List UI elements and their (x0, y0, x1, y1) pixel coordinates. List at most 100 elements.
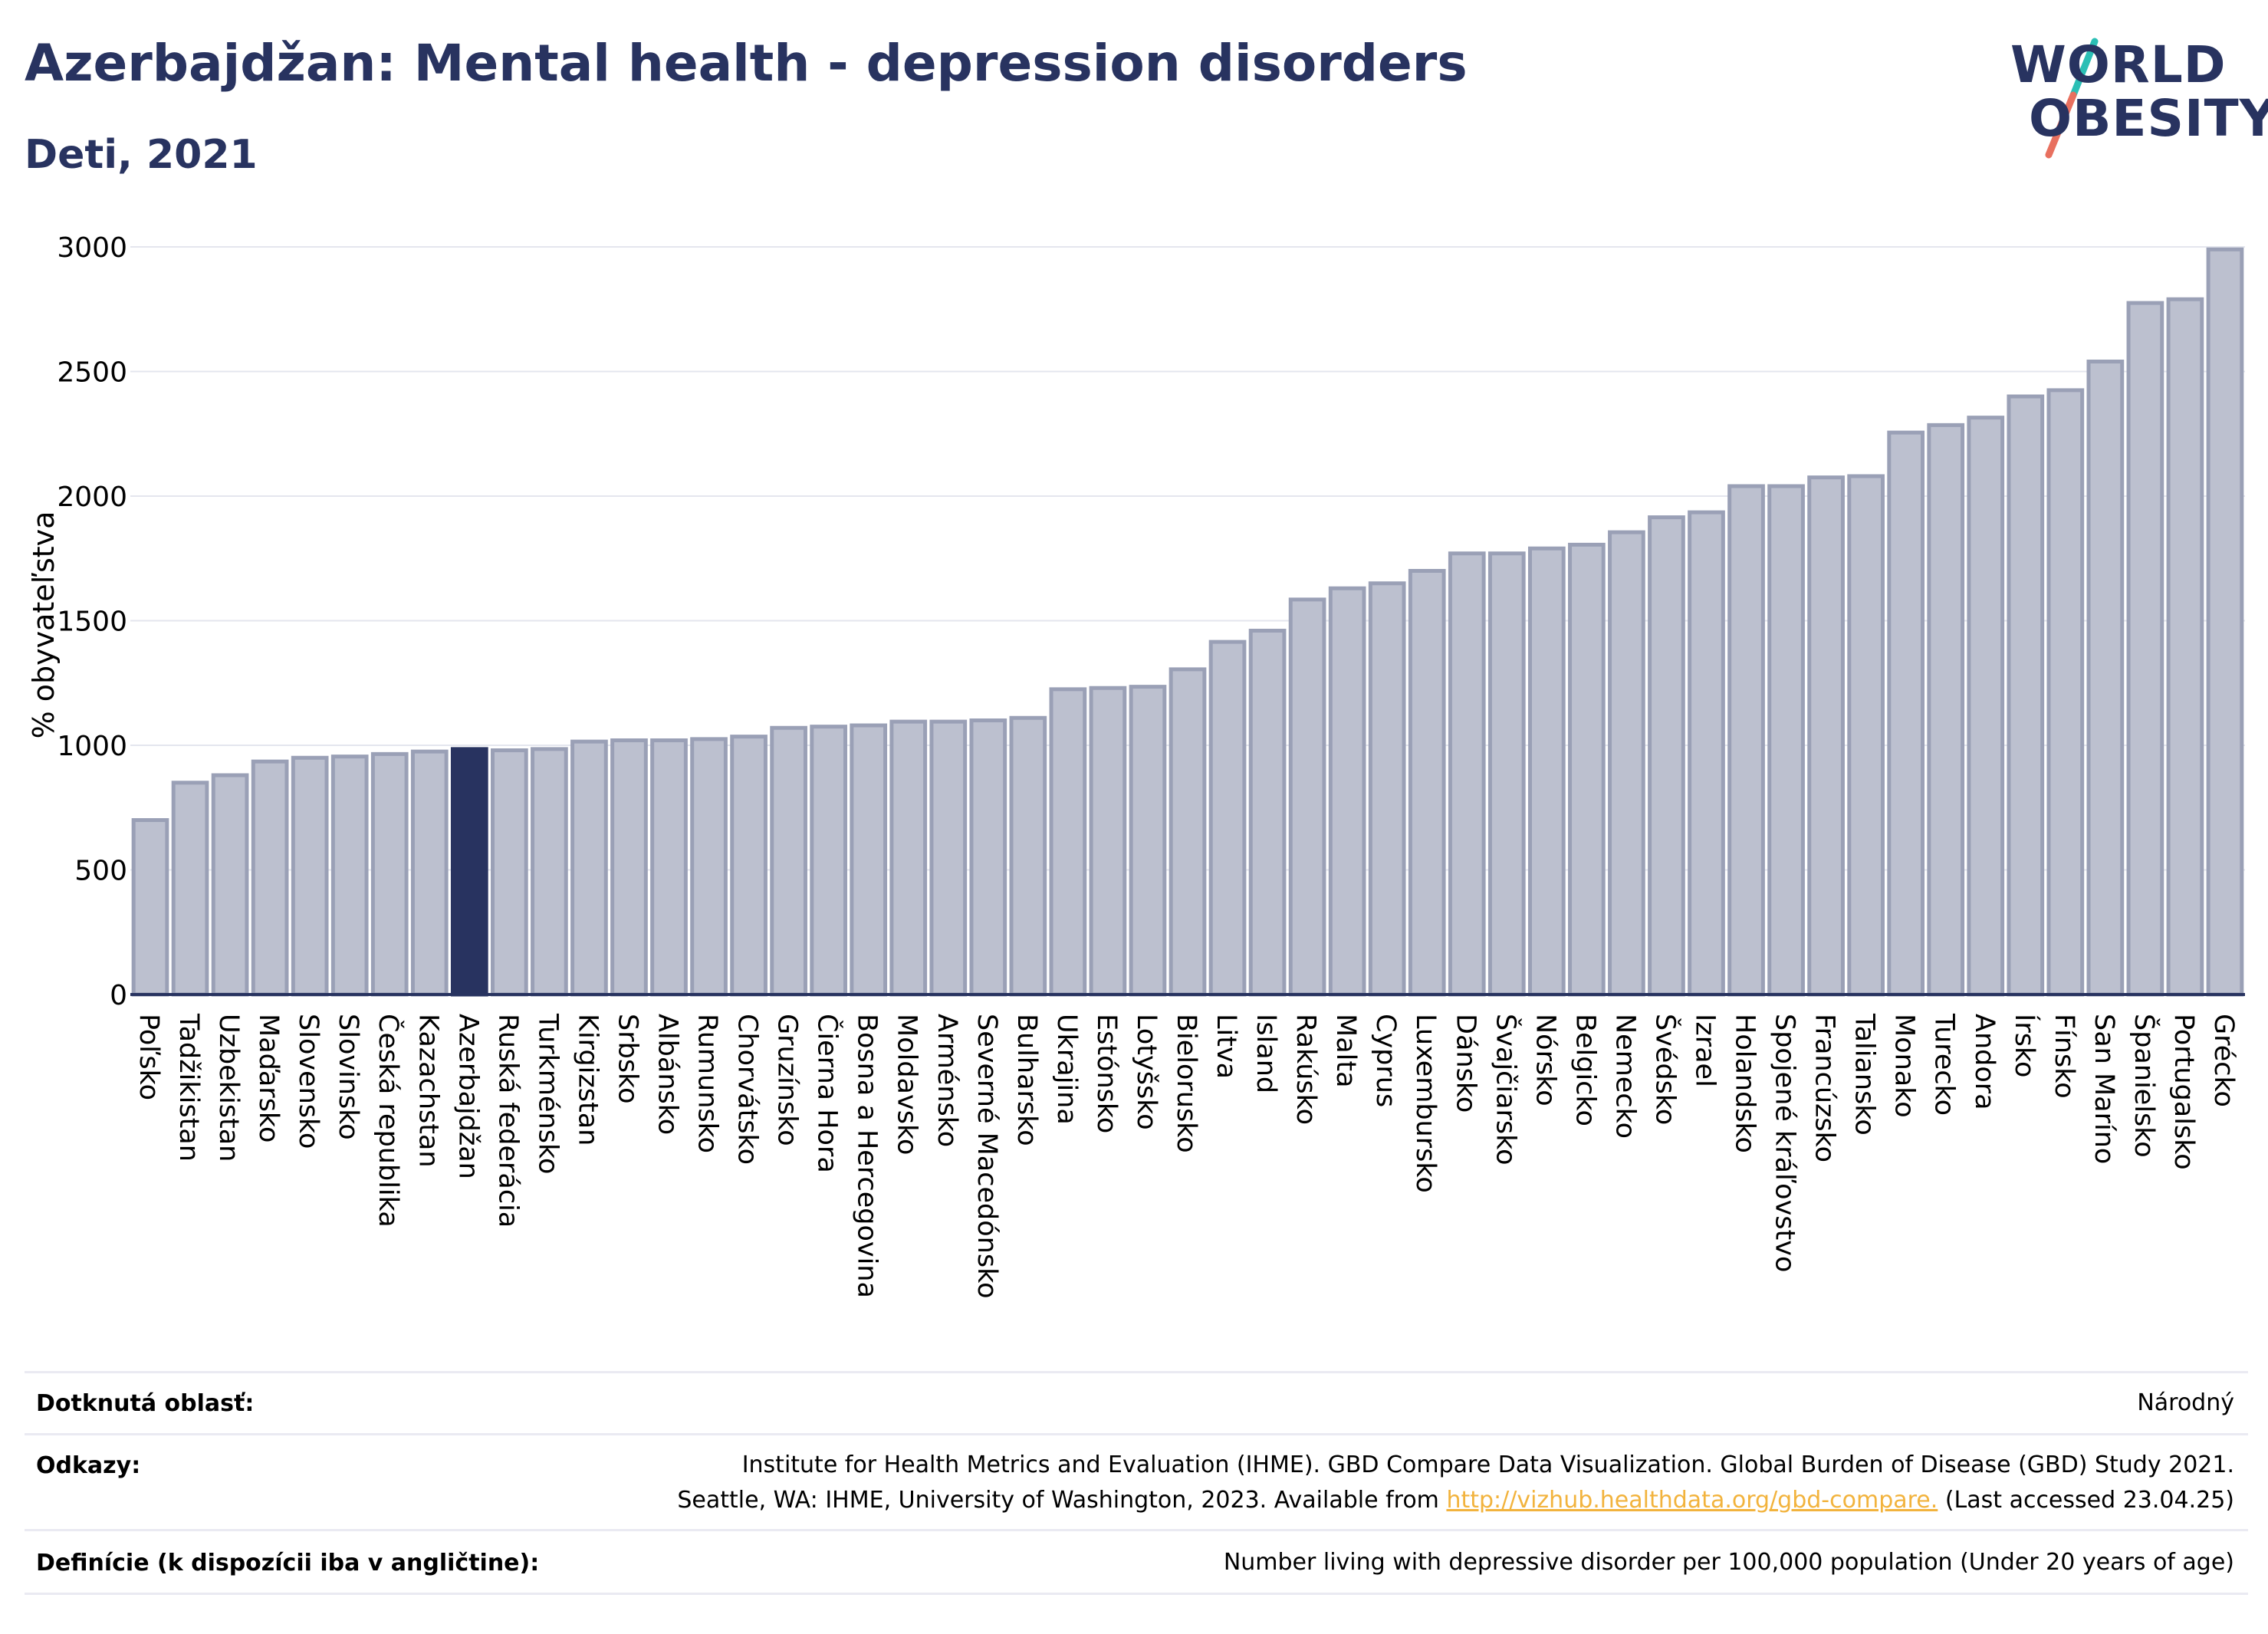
footer-value-references: Institute for Health Metrics and Evaluat… (677, 1448, 2234, 1518)
bar (889, 719, 928, 997)
y-tick-label: 1500 (57, 607, 127, 638)
footer-row-references: Odkazy: Institute for Health Metrics and… (25, 1433, 2248, 1529)
x-tick-label: Chorvátsko (732, 1014, 763, 1165)
x-tick-label: Nemecko (1609, 1014, 1640, 1139)
x-tick-label: Izrael (1689, 1014, 1720, 1087)
x-tick-label: Turkménsko (532, 1013, 563, 1174)
y-tick-label: 3000 (57, 232, 127, 264)
x-tick-label: Holandsko (1730, 1014, 1760, 1153)
bar (2007, 394, 2045, 997)
bar (1608, 530, 1645, 997)
x-tick-label: Čierna Hora (812, 1014, 844, 1173)
bar (1009, 715, 1047, 997)
bar (531, 747, 568, 997)
x-tick-label: Moldavsko (892, 1014, 922, 1155)
bar (291, 755, 329, 997)
bar (370, 751, 409, 997)
bar (1448, 551, 1486, 997)
logo-slash-icon (2045, 38, 2099, 159)
bar (570, 739, 608, 997)
bar (2046, 388, 2085, 997)
bar (2126, 301, 2164, 997)
bar (810, 725, 848, 997)
reference-line-2-suffix: (Last accessed 23.04.25) (1938, 1487, 2234, 1514)
bar (1887, 430, 1925, 997)
footer-label-area: Dotknutá oblasť: (36, 1390, 255, 1417)
reference-line-2: Seattle, WA: IHME, University of Washing… (677, 1483, 2234, 1518)
x-tick-label: Grécko (2208, 1014, 2239, 1107)
x-tick-label: Turecko (1929, 1013, 1960, 1116)
bar (1169, 667, 1207, 997)
y-tick-label: 1000 (57, 731, 127, 762)
x-tick-label: Monako (1889, 1014, 1920, 1118)
x-tick-label: Cyprus (1370, 1014, 1401, 1107)
x-tick-label: Tadžikistan (173, 1013, 204, 1162)
bar (1847, 474, 1885, 997)
chart-subtitle: Deti, 2021 (25, 132, 258, 178)
bar (1408, 569, 1446, 997)
footer-table: Dotknutá oblasť: Národný Odkazy: Institu… (25, 1371, 2248, 1595)
footer-label-definitions: Definície (k dispozícii iba v angličtine… (36, 1550, 540, 1576)
chart-title: Azerbajdžan: Mental health - depression … (25, 34, 1468, 93)
bars (131, 247, 2244, 997)
x-tick-label: Lotyšsko (1131, 1014, 1162, 1130)
x-tick-label: Kazachstan (413, 1014, 443, 1168)
x-tick-label: Bosna a Hercegovina (852, 1014, 883, 1298)
x-tick-label: Arménsko (932, 1014, 962, 1147)
footer-value-definitions: Number living with depressive disorder p… (1223, 1549, 2234, 1576)
footer-row-definitions: Definície (k dispozícii iba v angličtine… (25, 1529, 2248, 1595)
bar (131, 818, 169, 997)
x-tick-label: Francúzsko (1809, 1014, 1840, 1162)
x-tick-label: Rakúsko (1290, 1014, 1321, 1125)
y-tick-label: 0 (110, 980, 127, 1011)
x-tick-label: Taliansko (1849, 1013, 1880, 1136)
y-tick-label: 2500 (57, 357, 127, 389)
reference-line-1: Institute for Health Metrics and Evaluat… (741, 1452, 2234, 1478)
bar (1328, 586, 1366, 997)
x-tick-label: Španielsko (2128, 1014, 2161, 1158)
x-tick-label: Švajčiarsko (1490, 1014, 1522, 1165)
y-tick-label: 2000 (57, 482, 127, 513)
x-axis-labels: Poľsko Tadžikistan Uzbekistan Maďarsko Slove… (133, 1013, 2239, 1299)
x-tick-label: Česká republika (373, 1014, 405, 1228)
bar (2086, 360, 2125, 997)
x-tick-label: Luxembursko (1410, 1014, 1441, 1193)
bar (1288, 597, 1326, 997)
x-tick-label: Island (1251, 1014, 1281, 1093)
x-tick-label: Andora (1969, 1014, 2000, 1110)
bar (650, 738, 688, 997)
x-tick-label: Írsko (2009, 1014, 2041, 1077)
x-tick-label: Estónsko (1091, 1014, 1122, 1133)
x-tick-label: Srbsko (612, 1014, 643, 1104)
bar (1727, 484, 1765, 997)
bar-chart: 0 500 1000 1500 2000 2500 3000 Poľsko Tadžikist… (27, 232, 2245, 1299)
x-tick-label: Albánsko (652, 1014, 683, 1135)
footer-value-area: Národný (2137, 1389, 2234, 1416)
reference-line-2-text: Seattle, WA: IHME, University of Washing… (677, 1487, 1447, 1514)
gbd-compare-link[interactable]: http://vizhub.healthdata.org/gbd-compare… (1446, 1487, 1938, 1514)
x-tick-label: Spojené kráľovstvo (1770, 1014, 1800, 1272)
bar (1807, 475, 1845, 997)
x-tick-label: Azerbajdžan (452, 1014, 483, 1179)
bar (410, 749, 449, 997)
x-tick-label: Poľsko (133, 1014, 164, 1100)
bar (610, 738, 648, 997)
bar (1648, 515, 1685, 997)
logo-line-1: WORLD (2010, 35, 2227, 94)
bar (1487, 551, 1526, 997)
x-tick-label: Kirgizstan (572, 1014, 603, 1146)
x-tick-label: Belgicko (1570, 1014, 1600, 1126)
bar (1368, 581, 1406, 997)
footer-row-area: Dotknutá oblasť: Národný (25, 1371, 2248, 1433)
footer-label-references: Odkazy: (36, 1452, 141, 1479)
world-obesity-logo: WORLD OBESITY (1994, 31, 2268, 169)
x-tick-label: Švédsko (1649, 1014, 1681, 1125)
x-tick-label: Fínsko (2049, 1014, 2079, 1099)
bar (330, 755, 369, 997)
x-tick-label: Nórsko (1530, 1014, 1560, 1106)
bar (1129, 685, 1167, 997)
x-tick-label: Slovinsko (333, 1014, 363, 1140)
bar (1568, 542, 1606, 997)
bar (1089, 685, 1127, 997)
bar (1208, 639, 1247, 997)
